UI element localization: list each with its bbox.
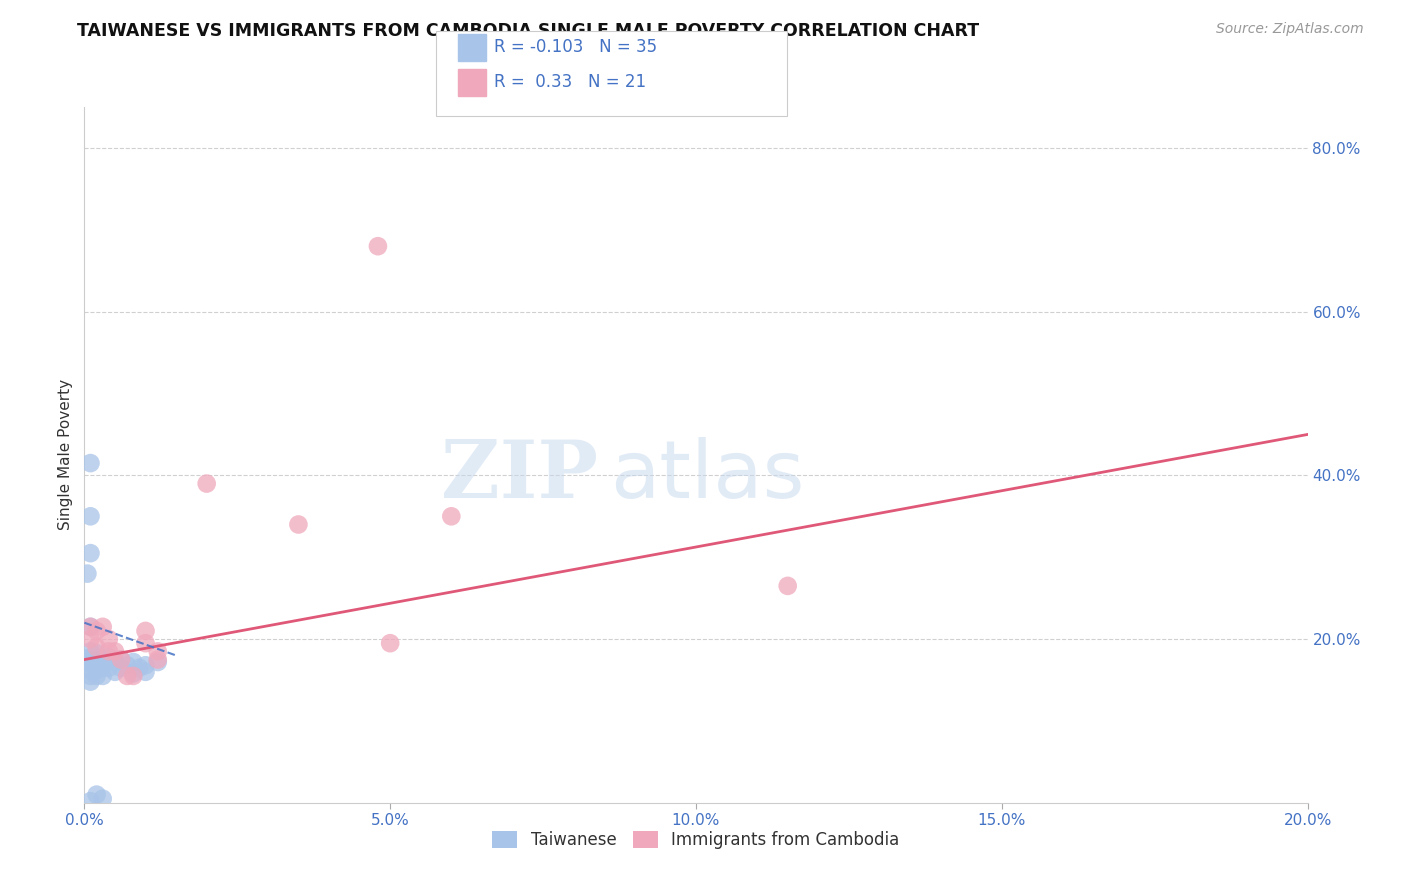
Text: R =  0.33   N = 21: R = 0.33 N = 21 <box>494 73 645 91</box>
Point <box>86 655 108 669</box>
Text: R = -0.103   N = 35: R = -0.103 N = 35 <box>494 38 657 56</box>
Point <box>135 624 157 638</box>
Point <box>79 644 101 658</box>
Point <box>287 517 309 532</box>
Point <box>79 669 101 683</box>
Point <box>135 636 157 650</box>
Point <box>195 476 218 491</box>
Point <box>146 652 169 666</box>
Point <box>122 669 145 683</box>
Point <box>79 794 101 808</box>
Text: ZIP: ZIP <box>441 437 598 515</box>
Point <box>104 665 127 679</box>
Point <box>110 652 132 666</box>
Point <box>91 791 114 805</box>
Point <box>97 644 120 658</box>
Point <box>97 650 120 665</box>
Text: TAIWANESE VS IMMIGRANTS FROM CAMBODIA SINGLE MALE POVERTY CORRELATION CHART: TAIWANESE VS IMMIGRANTS FROM CAMBODIA SI… <box>77 22 980 40</box>
Point <box>79 674 101 689</box>
Point <box>380 636 402 650</box>
Point <box>146 655 169 669</box>
Point <box>97 661 120 675</box>
Point <box>91 652 114 666</box>
Point <box>86 640 108 655</box>
Point <box>110 661 132 675</box>
Text: atlas: atlas <box>610 437 804 515</box>
Point <box>79 663 101 677</box>
Point <box>86 646 108 660</box>
Point <box>104 644 127 658</box>
Point <box>79 632 101 646</box>
Point <box>97 632 120 646</box>
Point <box>79 456 101 470</box>
Point <box>104 655 127 669</box>
Point <box>79 650 101 665</box>
Point <box>91 620 114 634</box>
Point <box>367 239 389 253</box>
Legend: Taiwanese, Immigrants from Cambodia: Taiwanese, Immigrants from Cambodia <box>484 822 908 857</box>
Point <box>86 788 108 802</box>
Point <box>91 661 114 675</box>
Point <box>79 620 101 634</box>
Point <box>115 658 138 673</box>
Point <box>440 509 463 524</box>
Point <box>86 669 108 683</box>
Point <box>135 665 157 679</box>
Point <box>135 658 157 673</box>
Point <box>91 669 114 683</box>
Point <box>115 669 138 683</box>
Point <box>76 566 98 581</box>
Point <box>128 661 150 675</box>
Point <box>776 579 799 593</box>
Y-axis label: Single Male Poverty: Single Male Poverty <box>58 379 73 531</box>
Point <box>110 652 132 666</box>
Point <box>79 620 101 634</box>
Point <box>122 666 145 681</box>
Point <box>79 509 101 524</box>
Point <box>146 644 169 658</box>
Point <box>86 663 108 677</box>
Text: Source: ZipAtlas.com: Source: ZipAtlas.com <box>1216 22 1364 37</box>
Point <box>76 652 98 666</box>
Point <box>79 657 101 671</box>
Point <box>122 655 145 669</box>
Point <box>86 624 108 638</box>
Point <box>79 546 101 560</box>
